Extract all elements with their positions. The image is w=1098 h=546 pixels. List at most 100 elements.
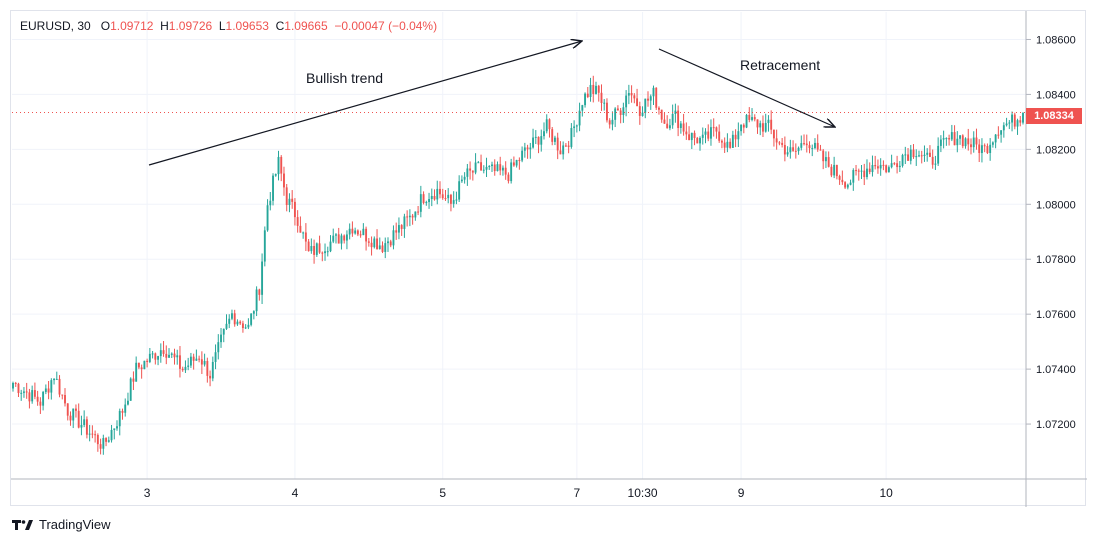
candle-body [469, 168, 472, 171]
price-tick-label: 1.07400 [1036, 364, 1076, 376]
candle-body [107, 440, 110, 442]
candle-body [463, 176, 466, 180]
candle-body [690, 132, 693, 141]
candle-body [931, 156, 934, 165]
candle-body [88, 433, 91, 435]
candle-body [12, 383, 14, 389]
candle-body [222, 328, 225, 335]
candle-body [890, 163, 893, 168]
candle-body [636, 98, 639, 107]
candle-body [28, 392, 31, 402]
price-tick-label: 1.08400 [1036, 89, 1076, 101]
candle-body [329, 241, 332, 252]
candle-body [69, 415, 72, 421]
candle-body [258, 289, 261, 295]
candle-body [291, 198, 294, 202]
candle-body [132, 378, 135, 382]
candle-body [217, 342, 220, 353]
price-tick-label: 1.07600 [1036, 309, 1076, 321]
candle-body [72, 408, 75, 421]
candle-body [39, 401, 42, 406]
tradingview-brand[interactable]: TradingView [12, 517, 111, 532]
candle-body [192, 356, 195, 361]
candle-body [849, 182, 852, 185]
candle-body [195, 358, 198, 361]
candle-body [272, 175, 274, 201]
candle-body [378, 245, 381, 250]
high-value: 1.09726 [168, 19, 213, 33]
candle-body [335, 234, 337, 236]
retracement-annotation[interactable]: Retracement [740, 57, 821, 73]
candle-body [384, 243, 387, 252]
time-tick-label: 9 [738, 486, 745, 500]
candle-body [529, 147, 532, 150]
candle-body [53, 378, 56, 381]
last-price-label: 1.08334 [1026, 108, 1082, 124]
time-tick-label: 7 [574, 486, 581, 500]
candle-body [783, 144, 786, 155]
candle-body [753, 117, 756, 120]
candle-body [129, 378, 132, 401]
candle-body [118, 410, 121, 427]
candle-body [860, 170, 863, 172]
time-tick-label: 4 [292, 486, 299, 500]
candle-body [800, 143, 803, 148]
candle-body [146, 360, 149, 362]
candle-body [428, 199, 430, 203]
candle-body [1002, 125, 1005, 131]
candle-body [562, 145, 565, 155]
candle-body [170, 353, 173, 355]
candle-body [515, 160, 518, 166]
candle-body [85, 419, 88, 435]
candle-body [803, 143, 805, 145]
candle-body [449, 194, 452, 204]
price-tick-label: 1.08600 [1036, 34, 1076, 46]
candle-body [482, 169, 485, 171]
candle-body [50, 380, 53, 393]
bullish-trend-annotation[interactable]: Bullish trend [306, 70, 384, 86]
candle-body [42, 391, 45, 406]
symbol-name[interactable]: EURUSD [20, 19, 71, 33]
candle-body [337, 234, 340, 244]
candle-body [373, 238, 376, 248]
candle-body [644, 98, 647, 113]
candle-body [187, 365, 190, 367]
candle-body [510, 162, 513, 182]
candlestick-chart[interactable]: 1.08600 1.08400 1.08200 1.08000 1.07800 1.076… [11, 11, 1087, 507]
candle-body [625, 95, 628, 108]
candle-body [1000, 130, 1003, 135]
candle-body [1016, 120, 1019, 127]
candle-body [627, 93, 630, 96]
candle-body [887, 167, 890, 173]
candle-body [879, 164, 882, 169]
candle-body [458, 181, 461, 200]
candle-body [359, 234, 362, 236]
candle-body [961, 135, 964, 147]
candle-body [441, 194, 444, 199]
time-tick-label: 5 [439, 486, 446, 500]
candle-body [666, 123, 669, 129]
candle-body [715, 127, 718, 132]
candle-body [808, 145, 811, 149]
candle-body [466, 168, 469, 177]
candle-body [181, 368, 184, 371]
interval-label[interactable]: 30 [77, 19, 91, 33]
candle-body [99, 444, 102, 449]
candle-body [307, 241, 310, 252]
candle-body [710, 127, 712, 139]
candle-body [162, 350, 165, 354]
candle-body [792, 147, 795, 151]
candle-body [559, 150, 562, 155]
candle-body [871, 165, 874, 173]
candle-body [855, 170, 857, 172]
candle-body [387, 241, 389, 244]
candle-body [304, 232, 307, 242]
candle-body [835, 164, 838, 177]
candle-body [75, 408, 77, 411]
candle-body [543, 131, 545, 137]
candle-body [200, 359, 203, 365]
candle-body [318, 243, 321, 253]
candle-body [852, 170, 855, 183]
chart-frame[interactable]: 1.08600 1.08400 1.08200 1.08000 1.07800 1.076… [10, 10, 1087, 507]
candle-body [411, 215, 414, 218]
